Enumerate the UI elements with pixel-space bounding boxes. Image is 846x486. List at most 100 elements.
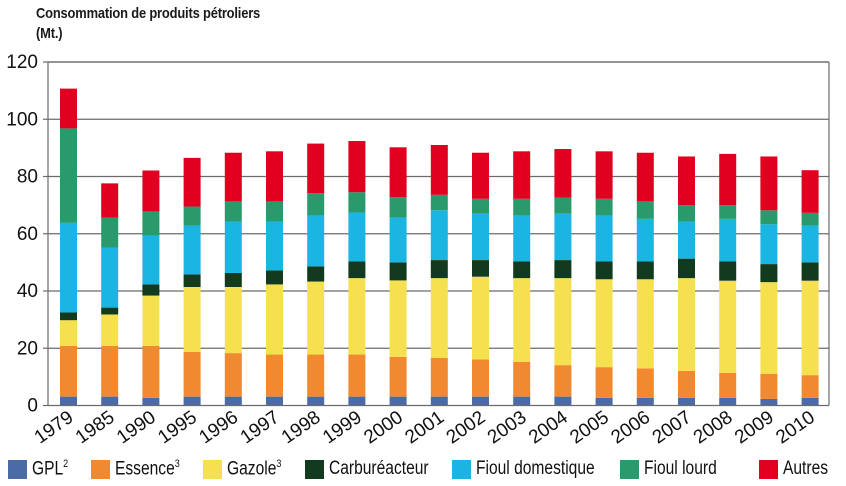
bar-segment-essence [348, 354, 366, 397]
legend-label: Autres [783, 458, 829, 479]
bar-segment-gazole [60, 320, 77, 346]
bar-stack-2006 [636, 152, 654, 406]
bar-segment-autres [801, 170, 819, 213]
bar-segment-gpl [307, 396, 325, 406]
x-tick-labels: 1979198519901995199619971998199920002001… [31, 407, 819, 449]
bar-segment-gpl [760, 398, 778, 406]
bar-segment-fioul-lourd [183, 206, 201, 226]
bar-segment-essence [60, 345, 77, 397]
bar-segment-fioul-lourd [60, 128, 77, 223]
bar-stack-2001 [430, 145, 448, 406]
bar-segment-essence [719, 372, 737, 398]
bar-segment-fioul-domestique [266, 221, 283, 271]
y-tick-labels: 0 20 40 60 80 100 120 [6, 52, 38, 417]
bar-stack-2007 [678, 156, 695, 406]
bar-segment-carbur-acteur [142, 284, 160, 296]
bar-segment-gazole [801, 280, 819, 376]
bar-segment-gpl [430, 396, 448, 406]
x-tick-label: 1995 [154, 407, 201, 448]
bar-segment-fioul-domestique [307, 215, 325, 267]
bar-segment-autres [183, 157, 201, 207]
bar-segment-fioul-lourd [554, 197, 572, 214]
bar-stack-1998 [307, 143, 325, 406]
bar-segment-autres [636, 152, 654, 202]
bar-segment-fioul-lourd [224, 201, 242, 222]
stacked-bar-chart: 0 20 40 60 80 100 120 197919851990199519961997… [6, 52, 830, 449]
bar-segment-fioul-domestique [760, 224, 778, 265]
bar-stack-1997 [266, 151, 283, 406]
x-tick-label: 2007 [649, 407, 696, 448]
bar-segment-fioul-lourd [348, 192, 366, 213]
bar-segment-essence [307, 354, 325, 397]
bar-segment-fioul-domestique [101, 247, 119, 308]
bar-segment-fioul-domestique [183, 225, 201, 275]
bar-stack-1979 [60, 88, 77, 406]
bar-stack-1990 [142, 170, 160, 406]
bar-stack-1985 [101, 183, 119, 406]
bar-segment-gazole [224, 286, 242, 354]
legend-item-essence: Essence3 [91, 455, 194, 483]
bar-segment-fioul-domestique [389, 217, 407, 263]
axes [43, 61, 830, 407]
x-tick-label: 2009 [731, 407, 778, 448]
bar-segment-carbur-acteur [266, 270, 283, 285]
bar-segment-autres [430, 145, 448, 195]
bar-segment-gpl [266, 396, 283, 406]
bar-segment-gazole [307, 281, 325, 355]
bar-segment-autres [472, 152, 489, 199]
bar-segment-autres [307, 143, 325, 194]
legend-swatch [305, 459, 324, 479]
bar-segment-fioul-domestique [513, 215, 531, 262]
bar-segment-carbur-acteur [719, 261, 737, 281]
bar-segment-gpl [636, 397, 654, 406]
legend-swatch [620, 459, 639, 479]
bar-segment-carbur-acteur [595, 261, 613, 280]
bar-segment-essence [678, 370, 695, 398]
bar-stack-1999 [348, 141, 366, 406]
bar-segment-carbur-acteur [472, 260, 489, 277]
bar-segment-essence [595, 367, 613, 398]
bar-segment-gazole [266, 284, 283, 355]
x-tick-label: 2005 [566, 407, 613, 448]
bar-segment-fioul-domestique [472, 213, 489, 261]
bar-segment-fioul-lourd [142, 211, 160, 236]
bar-segment-fioul-lourd [595, 198, 613, 216]
y-tick-label: 100 [6, 109, 38, 130]
bar-stack-2005 [595, 151, 613, 406]
bar-segment-fioul-domestique [719, 218, 737, 262]
bar-segment-carbur-acteur [101, 307, 119, 315]
bar-segment-fioul-domestique [60, 222, 77, 313]
bar-segment-fioul-lourd [760, 210, 778, 225]
bar-segment-fioul-lourd [389, 197, 407, 218]
bar-segment-essence [183, 351, 201, 397]
legend-item-carbur-acteur: Carburéacteur [305, 455, 450, 483]
bar-segment-fioul-domestique [801, 225, 819, 263]
bar-segment-carbur-acteur [513, 261, 531, 279]
x-tick-label: 2004 [525, 407, 572, 449]
legend-label: Essence3 [115, 457, 180, 480]
x-tick-label: 1996 [195, 407, 242, 448]
bar-segment-fioul-lourd [678, 205, 695, 222]
legend-swatch [91, 459, 110, 479]
x-tick-label: 2002 [443, 407, 490, 448]
legend-footnote-marker: 2 [63, 457, 69, 470]
bar-segment-fioul-lourd [636, 201, 654, 219]
bar-segment-gpl [142, 397, 160, 406]
bar-segment-gazole [760, 282, 778, 374]
bar-segment-carbur-acteur [430, 260, 448, 279]
bar-segment-essence [266, 354, 283, 397]
bar-segment-autres [389, 147, 407, 198]
bar-segment-autres [101, 183, 119, 218]
x-tick-label: 2006 [607, 407, 654, 448]
bar-segment-carbur-acteur [554, 260, 572, 279]
bar-stack-2010 [801, 170, 819, 406]
bar-segment-carbur-acteur [678, 258, 695, 279]
legend-swatch [452, 459, 471, 479]
bar-stack-2004 [554, 149, 572, 406]
bar-segment-carbur-acteur [183, 274, 201, 287]
bar-segment-gpl [554, 396, 572, 406]
bar-segment-gpl [513, 396, 531, 406]
bar-segment-essence [760, 373, 778, 399]
bar-segment-autres [554, 149, 572, 198]
bar-stack-2003 [513, 151, 531, 406]
